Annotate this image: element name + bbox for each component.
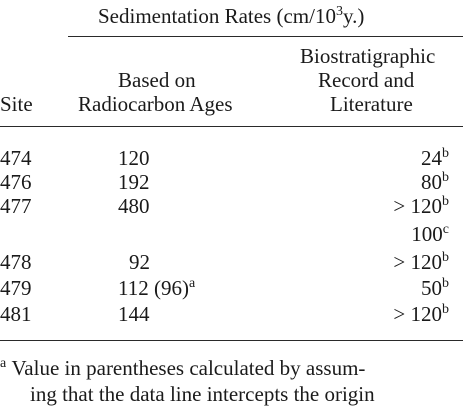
bio-cell: 80b xyxy=(421,170,449,194)
bio-header-line1: Biostratigraphic xyxy=(300,44,436,68)
radiocarbon-header-line2: Radiocarbon Ages xyxy=(78,92,233,116)
site-cell: 479 xyxy=(0,276,32,300)
site-cell: 474 xyxy=(0,146,32,170)
radiocarbon-cell: 144 xyxy=(118,302,150,326)
site-cell: 477 xyxy=(0,194,32,218)
bio-header-line3: Literature xyxy=(330,92,413,116)
bio-cell: > 120b xyxy=(393,194,449,218)
site-header: Site xyxy=(0,92,33,116)
radiocarbon-header-line1: Based on xyxy=(118,68,196,92)
radiocarbon-cell: 120 xyxy=(118,146,150,170)
bio-header-line2: Record and xyxy=(318,68,415,92)
bio-cell: 24b xyxy=(421,146,449,170)
group-title-rule xyxy=(68,36,463,37)
footnote-line1: a Value in parentheses calculated by ass… xyxy=(0,356,366,380)
group-title-prefix: Sedimentation Rates (cm/10 xyxy=(98,4,336,28)
footnote-marker: a xyxy=(0,356,7,371)
group-title-suffix: y.) xyxy=(342,4,365,28)
site-cell: 478 xyxy=(0,250,32,274)
radiocarbon-cell: 480 xyxy=(118,194,150,218)
site-cell: 476 xyxy=(0,170,32,194)
bio-cell: > 120b xyxy=(393,250,449,274)
bio-cell: > 120b xyxy=(393,302,449,326)
header-rule xyxy=(0,126,463,127)
footnote-line2: ing that the data line intercepts the or… xyxy=(30,382,375,406)
radiocarbon-cell: 112 (96)a xyxy=(118,276,196,300)
bio-extra-cell: 100c xyxy=(411,222,449,246)
site-cell: 481 xyxy=(0,302,32,326)
bio-cell: 50b xyxy=(421,276,449,300)
group-title: Sedimentation Rates (cm/103y.) xyxy=(98,4,365,28)
table-bottom-rule xyxy=(0,340,463,341)
radiocarbon-cell: 192 xyxy=(118,170,150,194)
group-title-exponent: 3 xyxy=(335,4,343,19)
radiocarbon-cell: 92 xyxy=(129,250,150,274)
